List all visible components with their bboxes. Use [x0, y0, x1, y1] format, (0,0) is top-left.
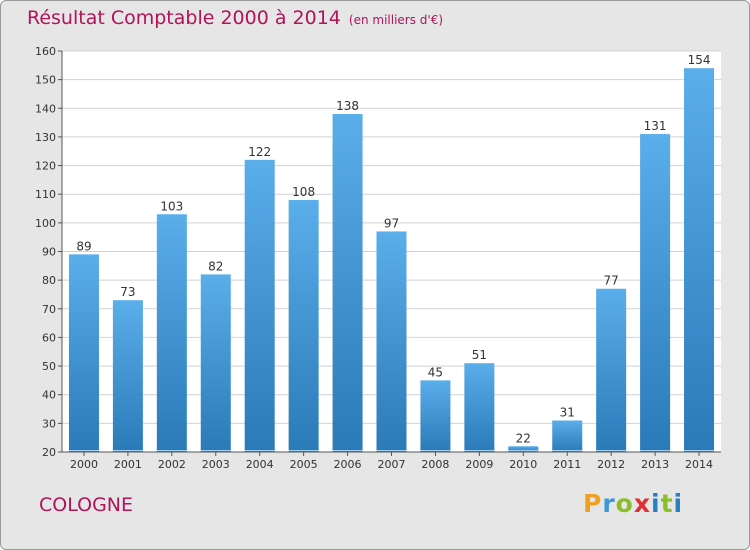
- y-tick-label: 130: [35, 131, 56, 144]
- bar-2000: [68, 254, 99, 452]
- bar-2001: [112, 300, 143, 452]
- brand-letter: x: [633, 489, 651, 518]
- data-label-2014: 154: [688, 53, 711, 67]
- x-tick-label: 2002: [158, 458, 186, 471]
- brand-letter: r: [602, 489, 616, 518]
- y-tick-label: 120: [35, 160, 56, 173]
- bar-2007: [376, 231, 407, 452]
- data-label-2009: 51: [472, 348, 487, 362]
- y-tick-label: 60: [42, 331, 56, 344]
- data-label-2005: 108: [292, 185, 315, 199]
- y-tick-label: 40: [42, 389, 56, 402]
- bar-2009: [464, 363, 495, 452]
- data-label-2010: 22: [516, 431, 531, 445]
- data-label-2007: 97: [384, 216, 399, 230]
- axes: 20 30 40 50 60 70 80 90 100 110 120 130 140 150 160 200…: [35, 45, 721, 471]
- x-tick-label: 2013: [641, 458, 669, 471]
- y-tick-label: 80: [42, 274, 56, 287]
- x-tick-label: 2004: [246, 458, 274, 471]
- title-text: Résultat Comptable 2000 à 2014: [27, 7, 341, 29]
- y-tick-label: 110: [35, 188, 56, 201]
- brand-letter: i: [673, 489, 684, 518]
- x-tick-label: 2000: [70, 458, 98, 471]
- y-tick-label: 70: [42, 303, 56, 316]
- y-tick-label: 150: [35, 74, 56, 87]
- x-tick-label: 2006: [334, 458, 362, 471]
- x-tick-label: 2009: [465, 458, 493, 471]
- data-label-2004: 122: [248, 145, 271, 159]
- chart-subtitle: (en milliers d'€): [348, 13, 444, 27]
- x-tick-label: 2010: [509, 458, 537, 471]
- y-tick-label: 20: [42, 446, 56, 459]
- bar-2012: [596, 288, 627, 452]
- bar-2013: [640, 134, 671, 453]
- y-tick-label: 90: [42, 246, 56, 259]
- bar-2010: [508, 446, 539, 452]
- brand-letter: i: [651, 489, 661, 518]
- x-tick-label: 2008: [421, 458, 449, 471]
- x-tick-label: 2005: [290, 458, 318, 471]
- data-label-2002: 103: [160, 199, 183, 213]
- y-tick-label: 50: [42, 360, 56, 373]
- brand-letter: t: [660, 489, 674, 518]
- data-label-2003: 82: [208, 259, 223, 273]
- location-label: COLOGNE: [39, 494, 134, 516]
- y-tick-label: 140: [35, 102, 56, 115]
- data-label-2011: 31: [560, 405, 575, 419]
- x-tick-label: 2014: [685, 458, 713, 471]
- x-tick-label: 2012: [597, 458, 625, 471]
- bar-2006: [332, 114, 363, 452]
- data-label-2008: 45: [428, 365, 443, 379]
- data-labels: 89 73 103 82 122 108 138 97 45 51 22 31 77 131 154: [76, 53, 710, 445]
- brand-logo: Proxiti: [583, 489, 683, 518]
- bar-2008: [420, 380, 451, 452]
- data-label-2013: 131: [644, 119, 667, 133]
- bar-2005: [288, 199, 319, 452]
- y-tick-label: 30: [42, 417, 56, 430]
- brand-letter: o: [615, 489, 634, 518]
- x-tick-label: 2007: [378, 458, 406, 471]
- brand-letter: P: [583, 489, 603, 518]
- x-tick-label: 2003: [202, 458, 230, 471]
- bars: [68, 68, 715, 453]
- x-tick-label: 2001: [114, 458, 142, 471]
- data-label-2012: 77: [604, 274, 619, 288]
- bar-2011: [552, 420, 583, 452]
- bar-2003: [200, 274, 231, 452]
- y-tick-label: 160: [35, 45, 56, 58]
- bar-2002: [156, 214, 187, 452]
- x-tick-label: 2011: [553, 458, 581, 471]
- y-tick-label: 100: [35, 217, 56, 230]
- bar-2014: [684, 68, 715, 452]
- data-label-2000: 89: [76, 239, 91, 253]
- data-label-2001: 73: [120, 285, 135, 299]
- chart-title: Résultat Comptable 2000 à 2014 (en millie…: [27, 7, 443, 29]
- bar-2004: [244, 159, 275, 453]
- data-label-2006: 138: [336, 99, 359, 113]
